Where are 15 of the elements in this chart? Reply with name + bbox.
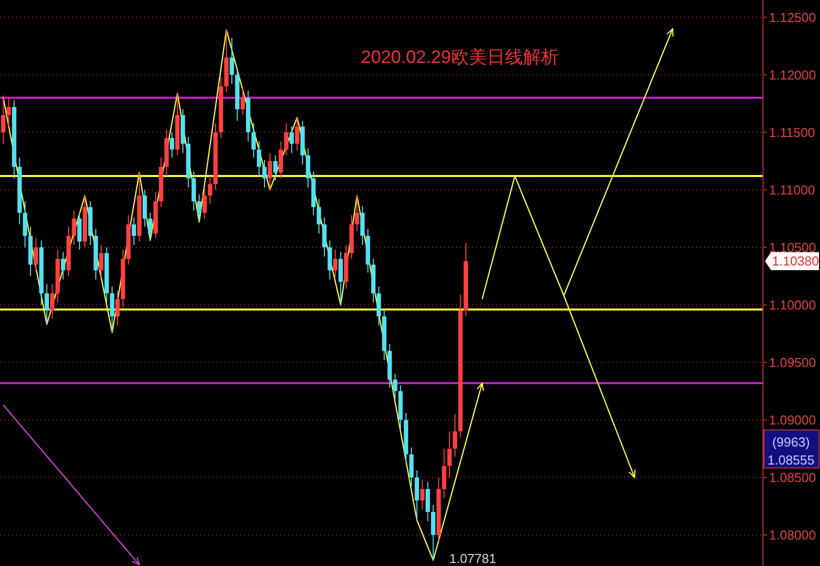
y-tick-label: 1.11000 bbox=[769, 182, 816, 198]
annotation: 1.07781 bbox=[449, 550, 496, 566]
y-tick-label: 1.09500 bbox=[769, 354, 816, 370]
y-tick-label: 1.09000 bbox=[769, 412, 816, 428]
y-tick-label: 1.12000 bbox=[769, 67, 816, 82]
y-tick-label: 1.11500 bbox=[769, 124, 816, 140]
y-tick-label: 1.10000 bbox=[769, 297, 816, 312]
text: 2020.02.29欧美日线解析 bbox=[360, 47, 560, 67]
y-tick-label: 1.10500 bbox=[769, 240, 816, 255]
text: 1.08555 bbox=[768, 452, 814, 468]
y-tick-label: 1.12500 bbox=[769, 10, 816, 25]
y-tick-label: 1.08500 bbox=[769, 470, 816, 485]
text: (9963) bbox=[772, 434, 810, 450]
text: 1.10380 bbox=[772, 254, 819, 269]
y-tick-label: 1.08000 bbox=[769, 527, 816, 542]
